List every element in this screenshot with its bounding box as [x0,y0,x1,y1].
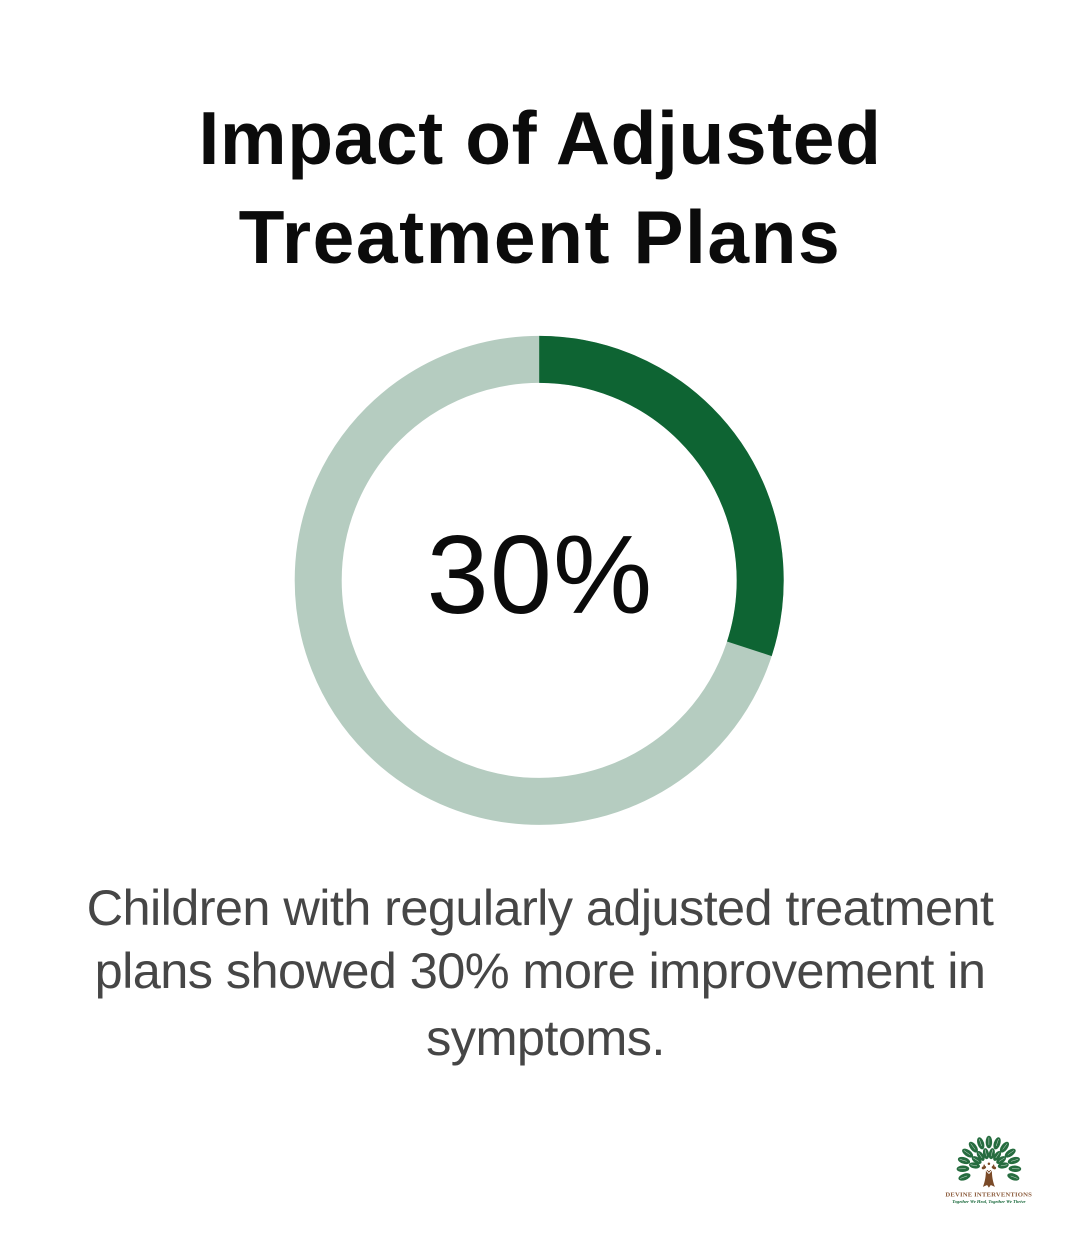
svg-text:Together We Heal, Together We: Together We Heal, Together We Thrive [952,1199,1025,1204]
svg-text:DEVINE INTERVENTIONS: DEVINE INTERVENTIONS [945,1191,1032,1198]
